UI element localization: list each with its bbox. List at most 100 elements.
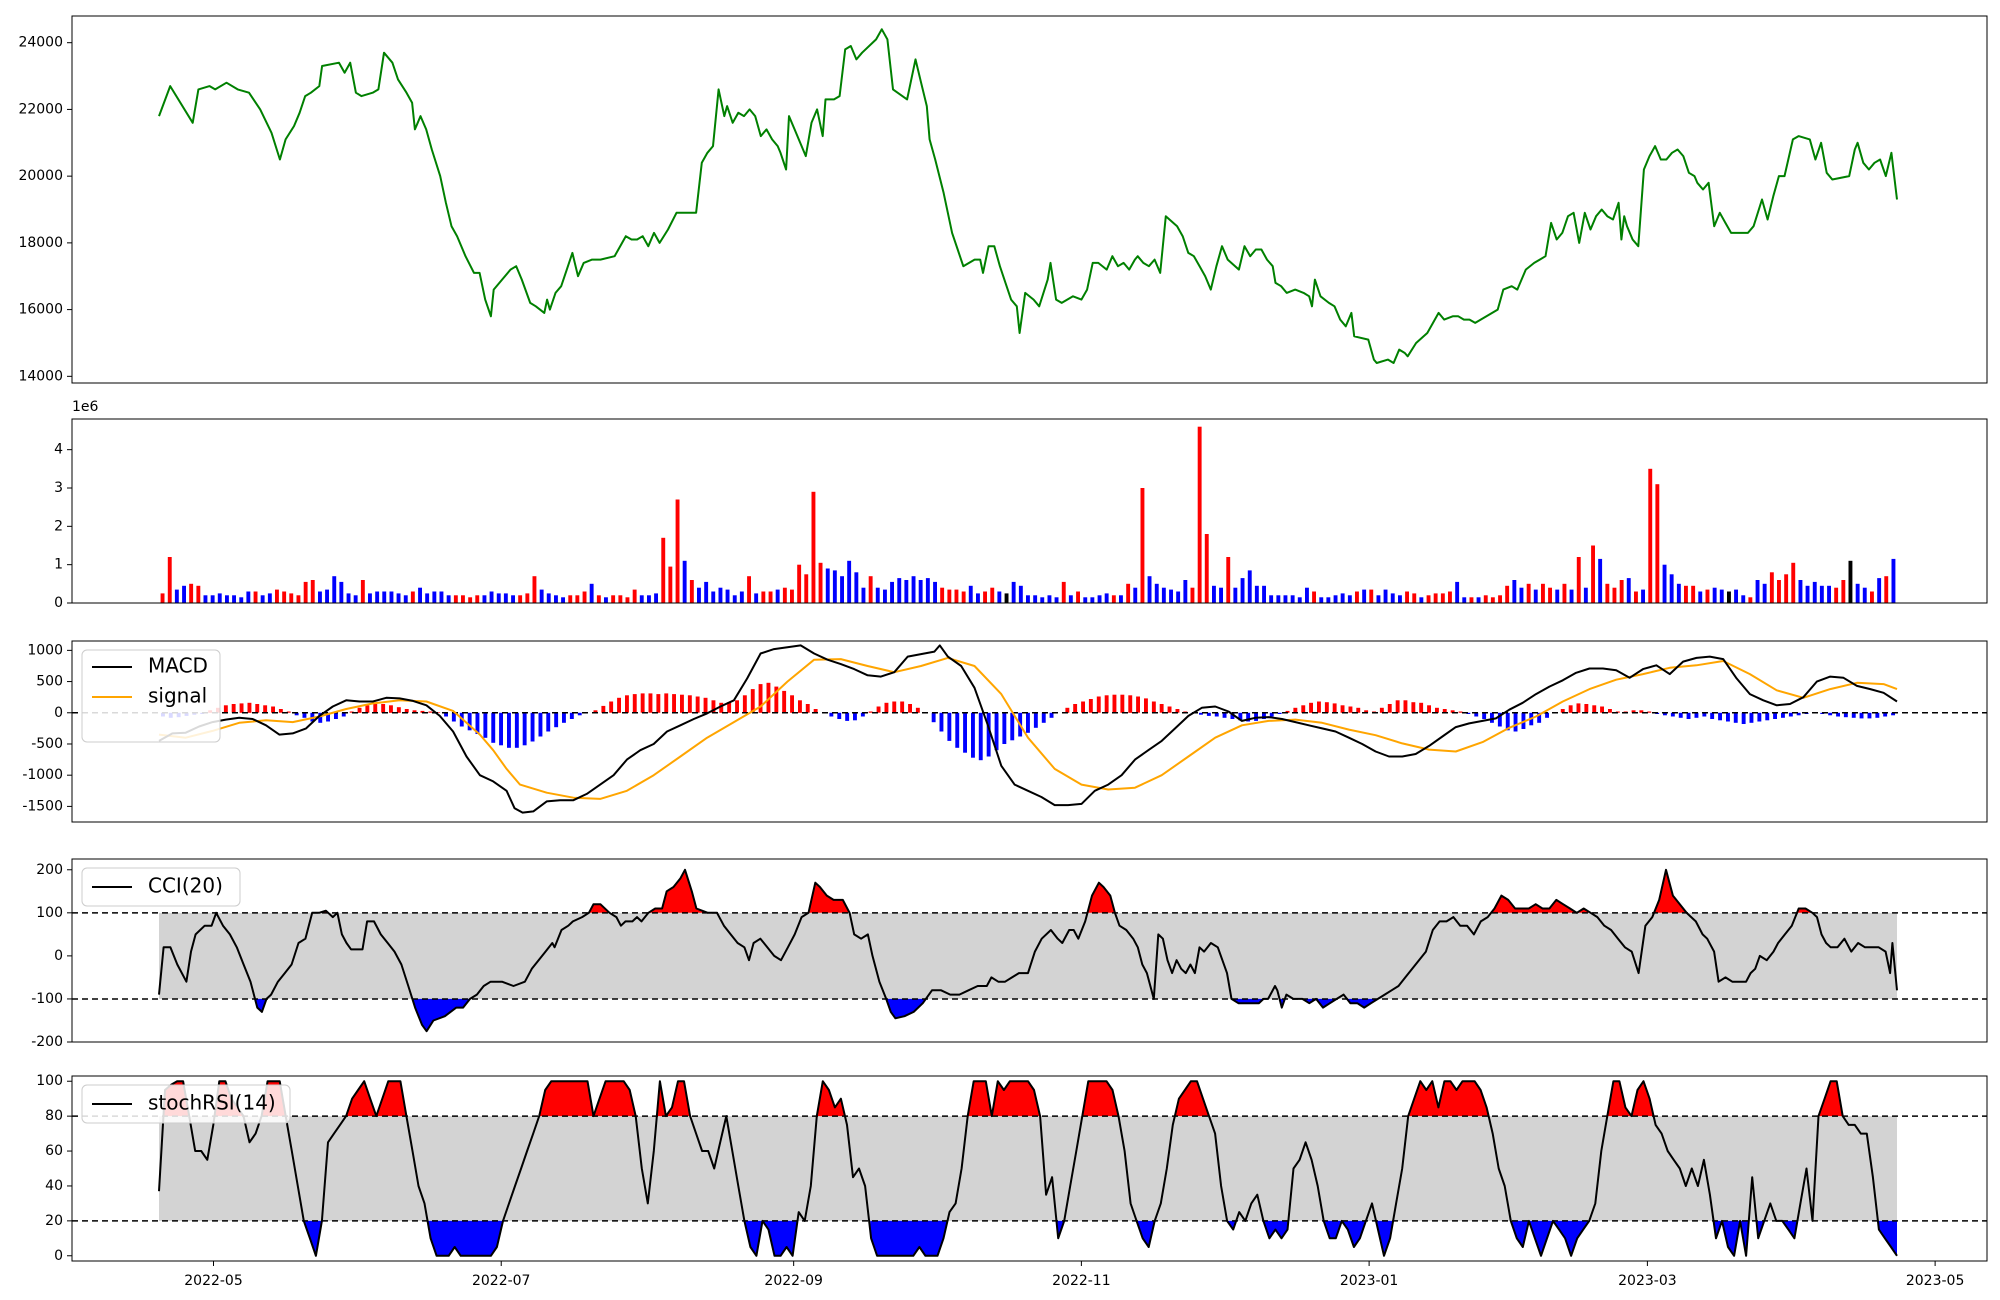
- volume-bar: [1347, 595, 1352, 603]
- volume-bar: [1176, 591, 1181, 603]
- volume-bar: [1262, 585, 1266, 603]
- volume-bar: [203, 595, 208, 603]
- volume-bar: [1326, 597, 1331, 603]
- macd-histogram-bar: [396, 707, 401, 713]
- macd-histogram-bar: [451, 712, 456, 722]
- volume-ytick-label: 0: [54, 595, 63, 611]
- volume-bar: [1376, 595, 1381, 603]
- macd-histogram-bar: [1867, 712, 1872, 719]
- macd-histogram-bar: [1356, 707, 1361, 713]
- volume-bar: [654, 593, 658, 603]
- macd-ytick-label: 1000: [27, 642, 63, 658]
- volume-bar: [1154, 583, 1159, 603]
- volume-bar: [1269, 595, 1274, 603]
- macd-histogram-bar: [1490, 712, 1494, 723]
- volume-bar: [1247, 570, 1252, 603]
- volume-bar: [1812, 581, 1817, 603]
- volume-bar: [1841, 580, 1846, 603]
- volume-bar: [596, 595, 601, 603]
- volume-bar: [589, 583, 594, 603]
- macd-histogram-bar: [1136, 696, 1140, 713]
- cci-over-fill: [1654, 869, 1687, 913]
- macd-histogram-bar: [1749, 712, 1754, 723]
- volume-bar: [1433, 593, 1438, 603]
- price-plot-area: [158, 28, 1898, 364]
- macd-histogram-bar: [1851, 712, 1856, 718]
- volume-bar: [1068, 595, 1073, 603]
- volume-bar: [704, 581, 709, 603]
- volume-bar: [1126, 583, 1131, 603]
- volume-bar: [1462, 597, 1467, 603]
- macd-histogram-bar: [263, 705, 268, 713]
- macd-histogram-bar: [1411, 702, 1416, 713]
- volume-bar: [518, 595, 523, 603]
- volume-bar: [1254, 585, 1259, 603]
- stochrsi-over-fill: [1408, 1081, 1488, 1117]
- macd-histogram-bar: [1741, 712, 1746, 724]
- macd-histogram-bar: [247, 702, 252, 713]
- volume-bar: [1626, 578, 1631, 603]
- macd-histogram-bar: [1757, 712, 1762, 722]
- macd-histogram-bar: [1442, 709, 1447, 713]
- macd-histogram-bar: [1859, 712, 1864, 719]
- panel-volume: 1e6 0 1 2 3 4: [54, 399, 1988, 611]
- volume-bar: [747, 576, 751, 603]
- volume-bar: [453, 595, 458, 603]
- macd-histogram-bar: [1309, 702, 1313, 713]
- volume-bar: [1090, 597, 1095, 603]
- volume-ytick-label: 2: [54, 518, 63, 534]
- macd-histogram-bar: [947, 712, 952, 741]
- macd-histogram-bar: [546, 712, 551, 732]
- volume-bar: [1083, 597, 1088, 603]
- macd-histogram-bar: [318, 712, 323, 723]
- volume-bar: [1383, 589, 1388, 603]
- stochrsi-under-fill: [1228, 1220, 1237, 1229]
- volume-bar: [675, 499, 680, 603]
- stochrsi-ytick-label: 100: [36, 1073, 63, 1089]
- volume-bar: [682, 560, 687, 603]
- stochrsi-over-fill: [1607, 1081, 1654, 1117]
- volume-bar: [1512, 580, 1517, 603]
- volume-bar: [1412, 593, 1417, 603]
- macd-histogram-bar: [1277, 712, 1282, 714]
- macd-histogram-bar: [1702, 712, 1707, 717]
- volume-bar: [983, 591, 987, 603]
- volume-bar: [346, 593, 351, 603]
- macd-histogram-bar: [656, 694, 661, 713]
- volume-bar: [611, 595, 616, 603]
- volume-multiplier-label: 1e6: [72, 399, 99, 415]
- stochrsi-under-fill: [1878, 1220, 1897, 1256]
- volume-bar: [1798, 580, 1803, 603]
- volume-bar: [725, 589, 730, 603]
- macd-histogram-bar: [1773, 712, 1777, 719]
- volume-bar: [1469, 597, 1474, 603]
- volume-bar: [1705, 589, 1710, 603]
- cci-under-fill: [255, 998, 267, 1012]
- cci-legend: CCI(20): [81, 867, 241, 907]
- volume-bar: [1848, 560, 1853, 603]
- macd-histogram-bar: [1033, 712, 1038, 728]
- macd-histogram-bar: [1631, 710, 1636, 713]
- volume-bar: [403, 595, 408, 603]
- volume-bar: [732, 595, 737, 603]
- volume-bar: [368, 593, 372, 603]
- volume-ytick-label: 3: [54, 480, 63, 496]
- macd-histogram-bar: [711, 700, 716, 713]
- macd-histogram-bar: [294, 712, 299, 716]
- volume-bar: [918, 580, 923, 603]
- legend-box: [81, 1084, 291, 1124]
- stochrsi-line: [158, 1080, 1898, 1257]
- stochrsi-over-fill: [1819, 1081, 1843, 1117]
- macd-histogram-bar: [1458, 711, 1463, 713]
- macd-histogram-bar: [538, 712, 543, 737]
- volume-bar: [689, 580, 694, 603]
- macd-histogram-bar: [1317, 701, 1321, 713]
- macd-histogram-bar: [1403, 700, 1408, 713]
- volume-bar: [1884, 576, 1889, 603]
- volume-bar: [232, 595, 236, 603]
- xtick-label: 2022-05: [184, 1273, 243, 1289]
- volume-bar: [239, 597, 244, 603]
- volume-bar: [289, 593, 294, 603]
- volume-bar: [1362, 589, 1367, 603]
- stochrsi-over-fill: [657, 1081, 690, 1117]
